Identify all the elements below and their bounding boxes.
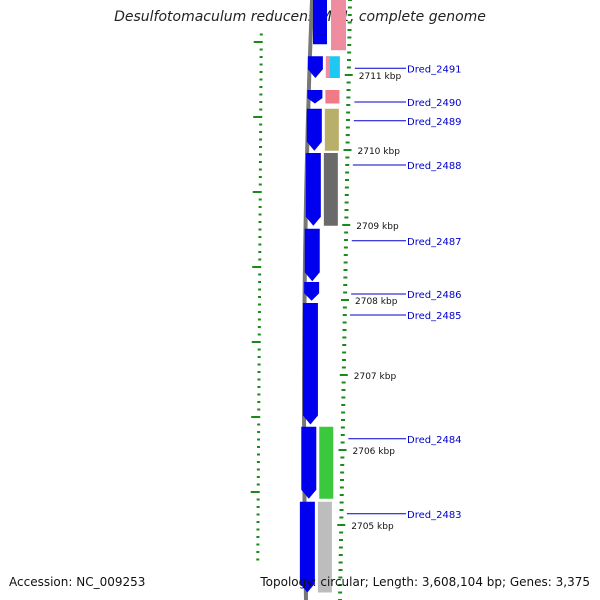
gene-label-dred_2486: Dred_2486 (407, 290, 462, 301)
gene-label-dred_2483: Dred_2483 (407, 510, 462, 521)
gene-block-top (331, 0, 346, 51)
kbp-label: 2706 kbp (353, 447, 396, 457)
kbp-label: 2711 kbp (359, 72, 402, 82)
cds-arrow-dred_2490 (307, 90, 323, 104)
accession-label: Accession: NC_009253 (9, 575, 146, 589)
feature-block-dred_2490 (325, 90, 340, 104)
gene-label-dred_2489: Dred_2489 (407, 117, 462, 128)
cds-arrow-dred_2486 (304, 282, 320, 301)
tick-layer: 2711 kbp 2710 kbp 2709 kbp 2708 kbp 2707 kbp… (250, 0, 402, 600)
kbp-label: 2708 kbp (355, 297, 398, 307)
gene-label-dred_2490: Dred_2490 (407, 98, 462, 109)
cds-arrow-dred_2491 (307, 56, 323, 78)
label-layer: Dred_2491 Dred_2490 Dred_2489 Dred_2488 Dred… (346, 64, 462, 521)
feature-block-dred_2488 (323, 153, 338, 226)
kbp-label: 2710 kbp (358, 147, 401, 157)
feature-block-dred_2483 (317, 501, 332, 593)
cds-arrow-dred_2488 (305, 153, 321, 226)
cds-arrow-dred_2487 (304, 228, 320, 282)
cds-arrow-dred_2484 (301, 426, 317, 499)
feature-block-dred_2489 (324, 108, 339, 151)
feature-block-dred_2484 (319, 426, 334, 499)
gene-label-dred_2485: Dred_2485 (407, 311, 462, 322)
kbp-label: 2705 kbp (351, 522, 394, 532)
cds-arrow-dred_2489 (306, 108, 322, 151)
cds-arrow-dred_2485 (302, 303, 318, 425)
gene-label-dred_2484: Dred_2484 (407, 435, 462, 446)
gene-layer (299, 0, 346, 593)
genome-summary: Topology: circular; Length: 3,608,104 bp… (260, 575, 590, 589)
gene-label-dred_2491: Dred_2491 (407, 64, 462, 75)
map-title: Desulfotomaculum reducens MI-1, complete… (114, 9, 486, 25)
kbp-label: 2709 kbp (356, 222, 399, 232)
cds-block-top (313, 0, 327, 45)
gene-label-dred_2488: Dred_2488 (407, 161, 462, 172)
gene-label-dred_2487: Dred_2487 (407, 237, 462, 248)
feature-stripe-dred_2491 (325, 56, 330, 78)
cds-arrow-dred_2483 (299, 501, 315, 593)
kbp-label: 2707 kbp (354, 372, 397, 382)
